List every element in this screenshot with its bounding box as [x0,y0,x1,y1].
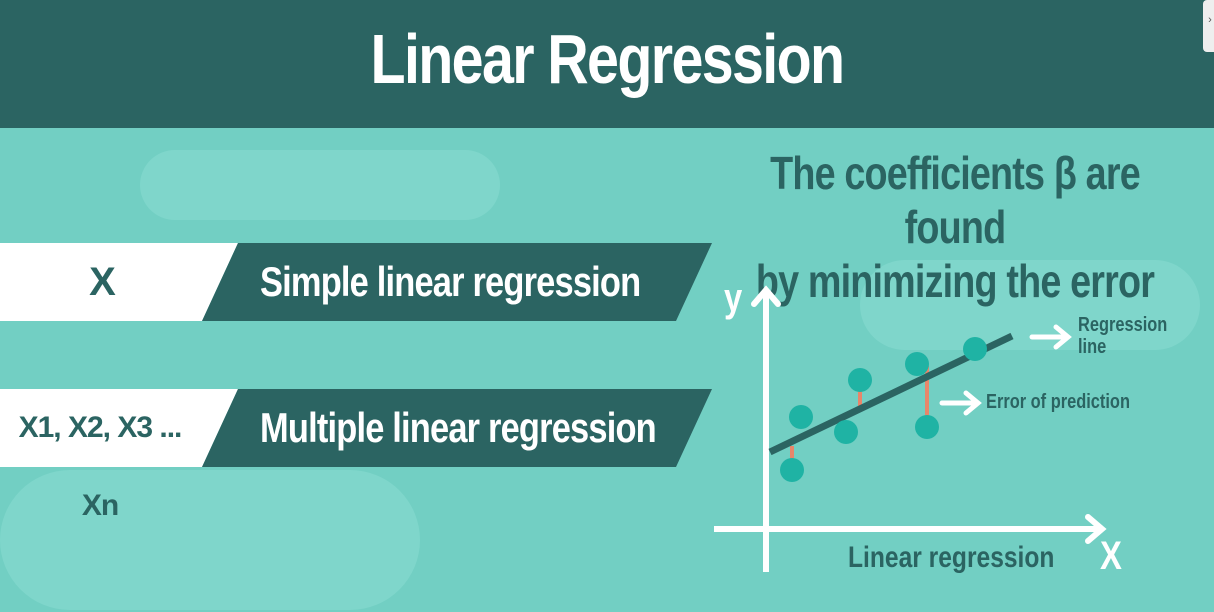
background-shape [140,150,500,220]
background-shape [860,260,1200,350]
band-shape [0,389,712,467]
band-label-multiple: Multiple linear regression [260,404,657,451]
heading-line-1: The coefficients β are found [770,147,1141,253]
diagram-caption: Linear regression [848,541,1055,574]
data-point [834,420,858,444]
x-axis-arrowhead [1085,514,1107,544]
simple-regression-band: X Simple linear regression [0,243,712,321]
band-shape [0,243,712,321]
data-point [780,458,804,482]
data-point [963,337,987,361]
y-axis-label: y [724,276,743,320]
regression-line-label-2: line [1078,336,1107,358]
close-tab-icon[interactable]: › [1203,0,1214,52]
error-of-prediction-label: Error of prediction [986,391,1130,413]
regression-line-label-1: Regression [1078,314,1168,336]
page-title: Linear Regression [370,20,846,98]
multiple-regression-band: X1, X2, X3 ... Xn Multiple linear regres… [0,389,712,522]
background-shape [0,470,420,610]
band-tag-xn: X1, X2, X3 ... Xn [18,411,183,522]
error-arrow [939,390,982,416]
x-axis-label: X [1100,534,1122,578]
coefficients-heading: The coefficients β are found by minimizi… [746,146,1164,308]
band-label-simple: Simple linear regression [260,258,641,305]
title-bar: Linear Regression [0,0,1214,128]
heading-line-2: by minimizing the error [755,255,1155,307]
regression-line-arrow [1029,324,1072,350]
data-point [915,415,939,439]
regression-line-label: Regression line [1078,314,1167,358]
data-point [848,368,872,392]
y-axis-arrowhead [751,285,781,307]
data-point [789,405,813,429]
band-tag-x: X [89,260,116,304]
data-point [905,352,929,376]
regression-diagram: y X Linear regression Regression line Er… [700,270,1167,585]
